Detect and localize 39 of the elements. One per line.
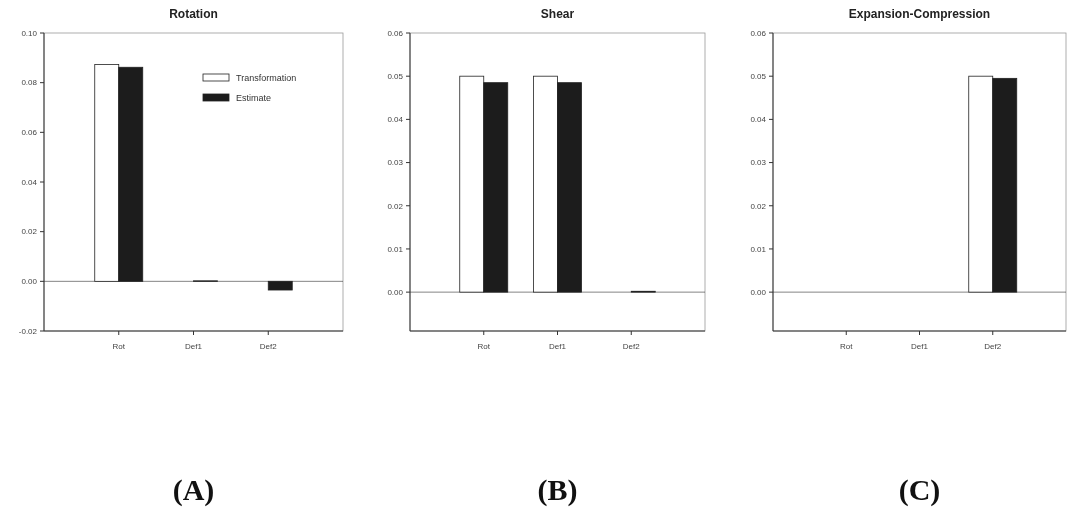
x-tick-label: Def2 bbox=[984, 342, 1002, 351]
y-tick-label: 0.08 bbox=[21, 78, 38, 88]
x-tick-label: Def2 bbox=[622, 342, 641, 351]
y-tick-label: 0.02 bbox=[750, 201, 767, 211]
y-tick-label: 0.00 bbox=[750, 287, 767, 297]
bar bbox=[267, 280, 293, 291]
text: (A) bbox=[172, 473, 215, 507]
y-tick-label: 0.06 bbox=[387, 28, 404, 38]
y-tick-label: 0.02 bbox=[387, 201, 404, 211]
chart-title: Rotation bbox=[169, 7, 218, 21]
chart-title: Shear bbox=[540, 7, 575, 21]
x-tick-label: Def1 bbox=[185, 342, 203, 351]
y-tick-label: 0.06 bbox=[21, 128, 38, 138]
x-tick-label: Rot bbox=[477, 342, 491, 351]
y-tick-label: 0.02 bbox=[21, 227, 38, 237]
y-tick-label: 0.04 bbox=[750, 115, 767, 125]
y-tick-label: 0.06 bbox=[750, 28, 767, 38]
y-tick-label: 0.01 bbox=[750, 244, 767, 254]
y-tick-label: 0.03 bbox=[387, 158, 404, 168]
legend-label: Estimate bbox=[236, 93, 272, 104]
y-tick-label: 0.04 bbox=[21, 177, 38, 187]
y-tick-label: 0.05 bbox=[387, 71, 404, 81]
chart-title: Expansion-Compression bbox=[848, 7, 991, 21]
x-tick-label: Def2 bbox=[259, 342, 278, 351]
y-tick-label: 0.04 bbox=[387, 115, 404, 125]
y-tick-label: 0.10 bbox=[21, 28, 38, 38]
y-tick-label: 0.03 bbox=[750, 158, 767, 168]
x-tick-label: Rot bbox=[840, 342, 854, 351]
y-tick-label: 0.00 bbox=[387, 287, 404, 297]
y-tick-label: 0.01 bbox=[387, 244, 404, 254]
legend-label: Transformation bbox=[236, 73, 297, 84]
x-tick-label: Def1 bbox=[549, 342, 567, 351]
x-tick-label: Rot bbox=[112, 342, 126, 351]
text: (B) bbox=[537, 473, 578, 507]
x-tick-label: Def1 bbox=[911, 342, 929, 351]
text: (C) bbox=[898, 473, 941, 507]
y-tick-label: 0.00 bbox=[21, 277, 38, 287]
y-tick-label: -0.02 bbox=[18, 326, 38, 336]
y-tick-label: 0.05 bbox=[750, 71, 767, 81]
